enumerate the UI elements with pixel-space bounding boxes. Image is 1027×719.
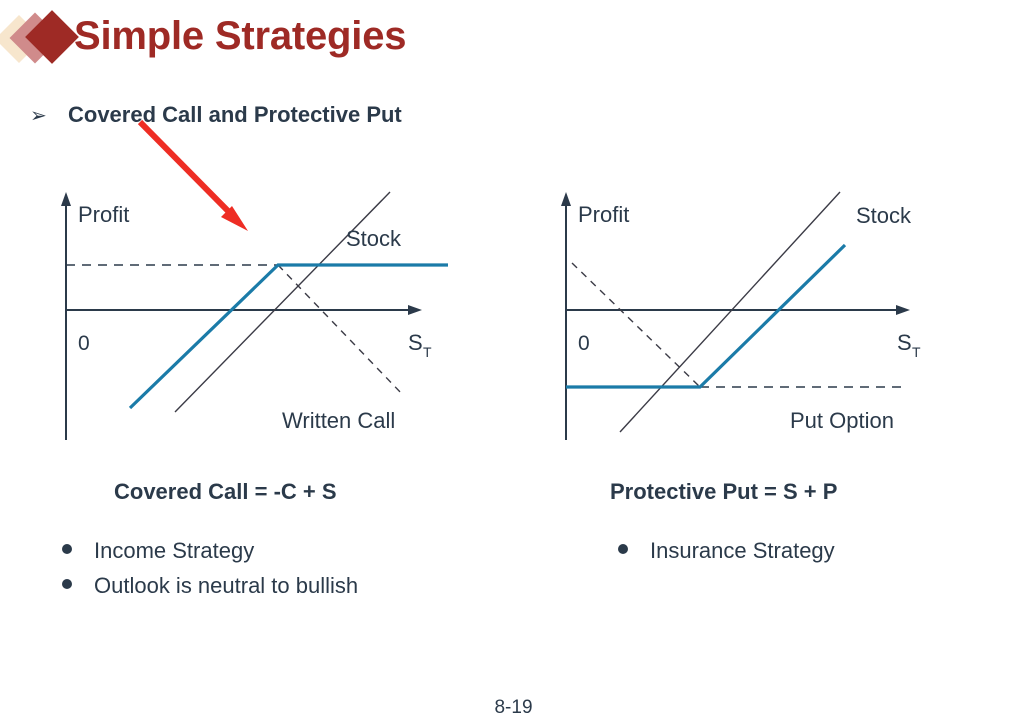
covered-call-payoff-line <box>128 263 448 410</box>
y-axis-label: Profit <box>78 202 129 227</box>
bullet-list-protective-put: Insurance Strategy <box>618 538 835 573</box>
x-axis-label: S <box>897 330 912 355</box>
bullet-dot-icon <box>62 579 72 589</box>
page-title: Simple Strategies <box>74 14 407 58</box>
list-item: Outlook is neutral to bullish <box>62 573 358 599</box>
equation-protective-put: Protective Put = S + P <box>610 479 838 504</box>
subtitle-row: ➢ Covered Call and Protective Put <box>30 102 402 128</box>
series-label-put-option: Put Option <box>790 408 894 433</box>
bullet-dot-icon <box>62 544 72 554</box>
equation-covered-call: Covered Call = -C + S <box>114 479 337 504</box>
y-axis-label: Profit <box>578 202 629 227</box>
origin-label: 0 <box>78 332 90 355</box>
page-number: 8-19 <box>494 697 533 718</box>
x-axis-arrowhead <box>896 305 910 315</box>
diamond-logo-icon <box>0 10 79 64</box>
origin-label: 0 <box>578 332 590 355</box>
protective-put-payoff-line <box>566 243 847 389</box>
put-option-dashed-line <box>571 262 701 388</box>
bullet-label: Income Strategy <box>94 538 255 563</box>
subtitle-label: Covered Call and Protective Put <box>68 102 402 127</box>
list-item: Income Strategy <box>62 538 358 564</box>
stock-payoff-line <box>619 191 841 433</box>
list-item: Insurance Strategy <box>618 538 835 564</box>
x-axis-arrowhead <box>408 305 422 315</box>
chart-covered-call: Profit 0 S T Stock Written Call <box>61 191 448 440</box>
chart-protective-put: Profit 0 S T Stock Put Option <box>561 191 921 440</box>
bullet-label: Outlook is neutral to bullish <box>94 573 359 598</box>
arrowhead-bullet-icon: ➢ <box>30 105 47 127</box>
bullet-list-covered-call: Income Strategy Outlook is neutral to bu… <box>62 538 358 608</box>
y-axis-arrowhead <box>561 192 571 206</box>
bullet-dot-icon <box>618 544 628 554</box>
red-arrow-icon <box>137 119 248 231</box>
written-call-dashed-line <box>277 264 404 396</box>
series-label-stock: Stock <box>346 226 402 251</box>
x-axis-label: S <box>408 330 423 355</box>
x-axis-label-subscript: T <box>423 344 432 360</box>
x-axis-label-subscript: T <box>912 344 921 360</box>
y-axis-arrowhead <box>61 192 71 206</box>
stock-payoff-line <box>174 191 391 413</box>
series-label-written-call: Written Call <box>282 408 395 433</box>
series-label-stock: Stock <box>856 203 912 228</box>
bullet-label: Insurance Strategy <box>650 538 835 563</box>
